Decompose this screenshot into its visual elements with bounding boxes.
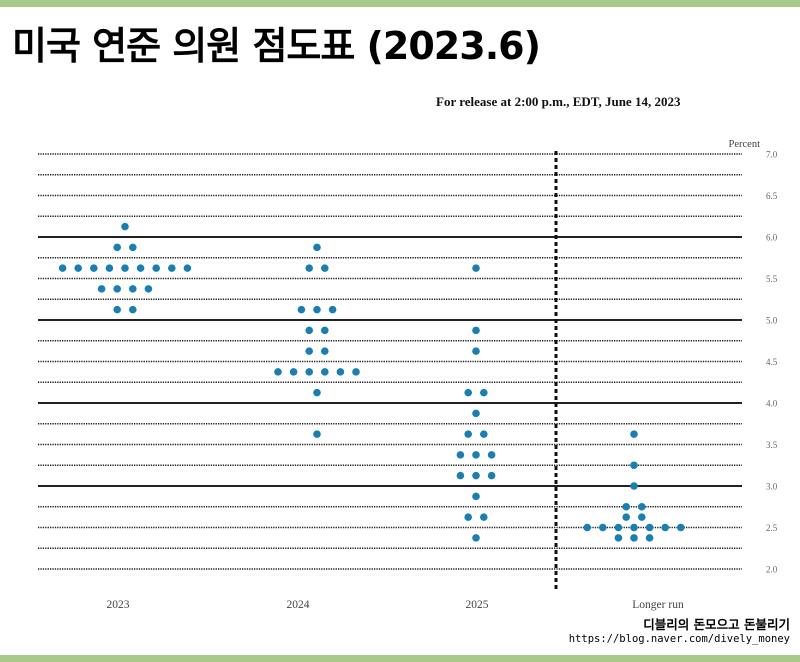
dot-mark (464, 388, 473, 397)
dot-mark (136, 264, 145, 272)
dot-mark (583, 523, 591, 532)
dot-mark (599, 523, 607, 532)
bottom-border (0, 655, 800, 662)
dot-mark (630, 523, 638, 532)
x-tick-label: 2023 (107, 599, 130, 611)
dot-mark (352, 368, 360, 376)
dot-mark (113, 285, 121, 293)
dot-mark (472, 492, 480, 501)
dot-mark (313, 243, 321, 252)
y-tick-label: 6.0 (766, 233, 778, 243)
dot-mark (638, 513, 646, 521)
dot-mark (645, 523, 654, 532)
dot-mark (464, 430, 473, 438)
y-tick-label: 3.0 (766, 482, 778, 492)
dot-mark (321, 264, 329, 272)
y-axis-label: Percent (729, 139, 761, 150)
dot-mark (113, 243, 121, 252)
y-tick-label: 4.0 (766, 399, 778, 409)
dot-mark (472, 264, 480, 272)
y-tick-label: 2.0 (766, 565, 778, 575)
dot-mark (487, 451, 496, 459)
dot-mark (472, 347, 480, 355)
dot-mark (480, 513, 488, 521)
dot-mark (305, 368, 314, 376)
dot-mark (480, 388, 488, 397)
dot-mark (121, 222, 129, 231)
dot-mark (313, 305, 321, 314)
dot-mark (74, 264, 82, 272)
dot-mark (105, 264, 114, 272)
dot-mark (152, 264, 160, 272)
dot-mark (480, 430, 488, 438)
dot-mark (129, 305, 137, 314)
dot-mark (622, 502, 630, 511)
x-tick-label: 2024 (287, 599, 310, 611)
dot-mark (274, 368, 282, 376)
x-tick-labels: 2023 2024 2025 Longer run (107, 599, 684, 611)
dot-mark (645, 534, 654, 542)
dot-mark (472, 451, 480, 459)
dot-marks (58, 222, 685, 542)
y-tick-label: 3.5 (766, 440, 778, 450)
y-tick-label: 5.0 (766, 316, 778, 326)
y-tick-label: 4.5 (766, 357, 778, 367)
top-border (0, 0, 800, 7)
dot-mark (313, 388, 321, 397)
dot-mark (472, 471, 480, 480)
y-tick-label: 2.5 (766, 523, 778, 533)
dot-mark (328, 305, 337, 314)
dot-mark (336, 368, 345, 376)
dot-mark (630, 482, 638, 490)
dot-mark (614, 534, 623, 542)
dot-mark (661, 523, 669, 532)
dot-mark (305, 264, 314, 272)
release-note: For release at 2:00 p.m., EDT, June 14, … (436, 94, 681, 109)
y-tick-labels: 2.0 2.5 3.0 3.5 4.0 4.5 5.0 5.5 6.0 6.5 7.0 (766, 150, 778, 575)
x-tick-label: Longer run (632, 599, 684, 611)
dot-mark (321, 368, 329, 376)
dot-mark (97, 285, 106, 293)
dot-mark (472, 326, 480, 335)
dot-mark (183, 264, 192, 272)
watermark-url: https://blog.naver.com/dively_money (568, 633, 790, 645)
dot-mark (321, 326, 329, 335)
dot-mark (113, 305, 121, 314)
dot-mark (313, 430, 321, 438)
dot-mark (614, 523, 623, 532)
dot-mark (321, 347, 329, 355)
y-tick-label: 6.5 (766, 191, 778, 201)
dot-mark (305, 326, 314, 335)
dot-mark (297, 305, 306, 314)
dot-mark (677, 523, 685, 532)
dot-mark (58, 264, 67, 272)
y-tick-label: 5.5 (766, 274, 778, 284)
dot-mark (638, 502, 646, 511)
dot-mark (90, 264, 98, 272)
dot-mark (129, 285, 137, 293)
dot-mark (472, 409, 480, 418)
watermark-name: 디블리의 돈모으고 돈불리기 (643, 617, 790, 632)
dot-mark (487, 471, 496, 480)
dot-mark (456, 471, 465, 480)
grid-lines (38, 153, 742, 570)
dot-mark (289, 368, 298, 376)
page-title: 미국 연준 의원 점도표 (2023.6) (12, 24, 541, 68)
dot-mark (121, 264, 129, 272)
dot-mark (464, 513, 473, 521)
dot-mark (630, 461, 638, 470)
dot-mark (630, 430, 638, 438)
dot-mark (144, 285, 153, 293)
dot-mark (168, 264, 176, 272)
dot-mark (630, 534, 638, 542)
x-tick-label: 2025 (466, 599, 489, 611)
dot-mark (305, 347, 314, 355)
y-tick-label: 7.0 (766, 150, 778, 160)
dot-mark (129, 243, 137, 252)
dot-mark (456, 451, 465, 459)
dot-mark (622, 513, 630, 521)
dot-mark (472, 534, 480, 542)
